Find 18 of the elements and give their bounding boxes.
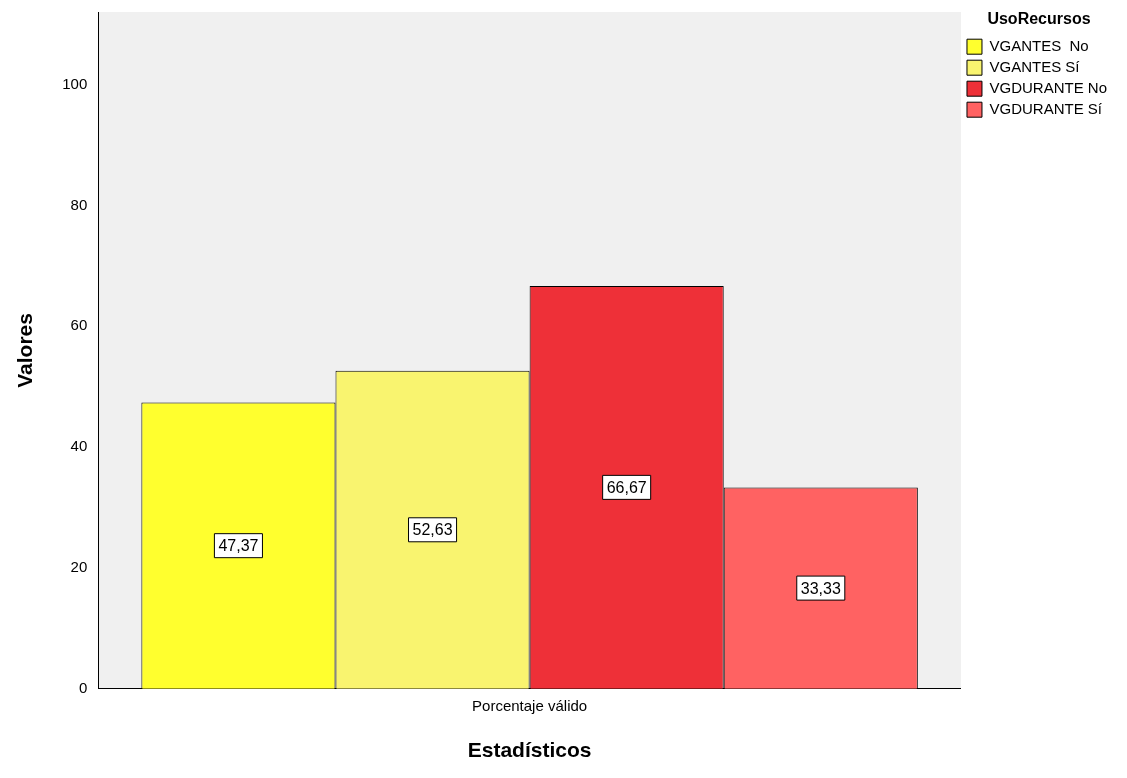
y-tick-label: 60 xyxy=(70,316,88,334)
legend-label: VGANTES Sí xyxy=(989,57,1081,75)
y-tick-label: 40 xyxy=(70,437,88,455)
y-axis-title: Valores xyxy=(13,313,37,388)
y-tick-label: 0 xyxy=(78,678,88,696)
y-tick-label: 20 xyxy=(70,558,88,576)
legend-label: VGANTES No xyxy=(989,36,1089,54)
legend-label: VGDURANTE No xyxy=(989,78,1108,96)
data-label: 33,33 xyxy=(800,579,841,597)
x-tick-label: Porcentaje válido xyxy=(472,696,588,714)
data-label: 66,67 xyxy=(606,478,647,496)
y-tick-label: 100 xyxy=(62,74,88,92)
legend-label: VGDURANTE Sí xyxy=(989,99,1103,117)
data-label: 47,37 xyxy=(218,537,259,555)
x-axis-title: Estadísticos xyxy=(467,738,592,762)
data-label: 52,63 xyxy=(412,521,453,539)
legend-title: UsoRecursos xyxy=(987,10,1091,28)
y-tick-label: 80 xyxy=(70,195,88,213)
